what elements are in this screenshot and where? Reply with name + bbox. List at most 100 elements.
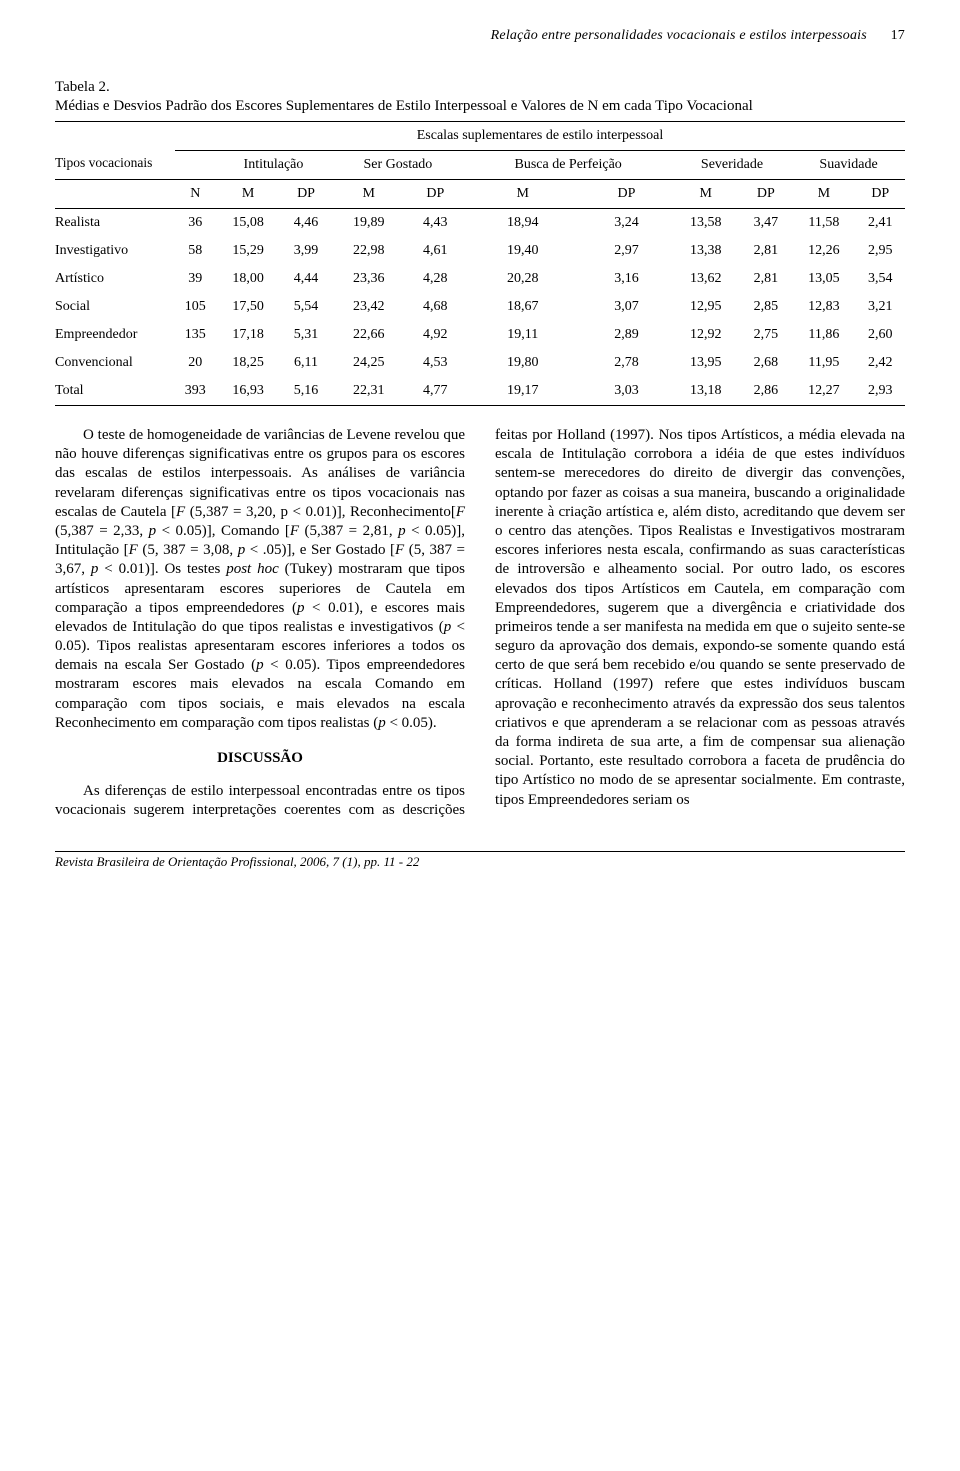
cell: 23,36 [331, 265, 406, 293]
cell: 4,68 [406, 293, 464, 321]
cell: 24,25 [331, 349, 406, 377]
row-label: Realista [55, 209, 175, 238]
cell-n: 36 [175, 209, 216, 238]
table-row: Artístico3918,004,4423,364,2820,283,1613… [55, 265, 905, 293]
cell-n: 135 [175, 321, 216, 349]
table-row: Investigativo5815,293,9922,984,6119,402,… [55, 237, 905, 265]
cell: 2,81 [740, 237, 793, 265]
cell: 17,18 [216, 321, 281, 349]
cell: 4,46 [281, 209, 332, 238]
cell: 22,98 [331, 237, 406, 265]
cell: 4,43 [406, 209, 464, 238]
super-header: Escalas suplementares de estilo interpes… [175, 122, 905, 151]
cell: 19,11 [464, 321, 581, 349]
table-row: Realista3615,084,4619,894,4318,943,2413,… [55, 209, 905, 238]
cell: 2,85 [740, 293, 793, 321]
cell: 18,94 [464, 209, 581, 238]
cell: 4,61 [406, 237, 464, 265]
cell: 19,89 [331, 209, 406, 238]
section-heading: DISCUSSÃO [55, 749, 465, 768]
running-title: Relação entre personalidades vocacionais… [491, 28, 867, 43]
sub-header: DP [740, 180, 793, 209]
sub-header: DP [406, 180, 464, 209]
table-caption: Médias e Desvios Padrão dos Escores Supl… [55, 98, 905, 115]
cell: 18,25 [216, 349, 281, 377]
cell: 2,41 [856, 209, 905, 238]
cell: 3,47 [740, 209, 793, 238]
cell: 2,97 [581, 237, 672, 265]
cell: 3,54 [856, 265, 905, 293]
row-group-label: Tipos vocacionais [55, 149, 175, 173]
cell: 3,07 [581, 293, 672, 321]
table-row: Convencional2018,256,1124,254,5319,802,7… [55, 349, 905, 377]
row-label: Investigativo [55, 237, 175, 265]
cell-n: 20 [175, 349, 216, 377]
cell: 2,60 [856, 321, 905, 349]
cell: 13,38 [672, 237, 740, 265]
body-text: O teste de homogeneidade de variâncias d… [55, 426, 905, 821]
cell: 13,62 [672, 265, 740, 293]
sub-header: DP [581, 180, 672, 209]
running-head: Relação entre personalidades vocacionais… [55, 28, 905, 44]
cell: 13,95 [672, 349, 740, 377]
scale-header: Busca de Perfeição [464, 151, 671, 180]
cell: 12,92 [672, 321, 740, 349]
cell: 12,83 [792, 293, 855, 321]
cell: 22,66 [331, 321, 406, 349]
cell-n: 58 [175, 237, 216, 265]
cell: 12,27 [792, 377, 855, 406]
cell: 11,86 [792, 321, 855, 349]
cell: 2,86 [740, 377, 793, 406]
cell: 4,92 [406, 321, 464, 349]
cell: 4,28 [406, 265, 464, 293]
cell: 19,17 [464, 377, 581, 406]
paragraph: O teste de homogeneidade de variâncias d… [55, 426, 465, 733]
row-label: Social [55, 293, 175, 321]
cell: 11,95 [792, 349, 855, 377]
sub-header: M [672, 180, 740, 209]
cell-n: 393 [175, 377, 216, 406]
cell: 2,75 [740, 321, 793, 349]
cell: 2,95 [856, 237, 905, 265]
cell: 19,80 [464, 349, 581, 377]
cell: 2,93 [856, 377, 905, 406]
row-label: Convencional [55, 349, 175, 377]
table-label: Tabela 2. [55, 79, 905, 96]
cell: 2,89 [581, 321, 672, 349]
cell: 5,31 [281, 321, 332, 349]
cell: 3,24 [581, 209, 672, 238]
cell: 11,58 [792, 209, 855, 238]
cell: 12,26 [792, 237, 855, 265]
cell: 4,77 [406, 377, 464, 406]
cell: 3,21 [856, 293, 905, 321]
cell: 12,95 [672, 293, 740, 321]
sub-header: M [464, 180, 581, 209]
scale-header: Suavidade [792, 151, 905, 180]
scale-header: Severidade [672, 151, 792, 180]
cell: 2,81 [740, 265, 793, 293]
table-row: Social10517,505,5423,424,6818,673,0712,9… [55, 293, 905, 321]
cell: 18,67 [464, 293, 581, 321]
cell-n: 39 [175, 265, 216, 293]
cell: 22,31 [331, 377, 406, 406]
scale-header: Ser Gostado [331, 151, 464, 180]
cell: 2,68 [740, 349, 793, 377]
journal-footer: Revista Brasileira de Orientação Profiss… [55, 851, 905, 870]
sub-header: DP [281, 180, 332, 209]
cell: 15,08 [216, 209, 281, 238]
cell: 5,16 [281, 377, 332, 406]
cell: 13,58 [672, 209, 740, 238]
scale-header: Intitulação [216, 151, 332, 180]
cell: 17,50 [216, 293, 281, 321]
sub-header: M [216, 180, 281, 209]
cell-n: 105 [175, 293, 216, 321]
cell: 3,99 [281, 237, 332, 265]
cell: 3,03 [581, 377, 672, 406]
cell: 13,05 [792, 265, 855, 293]
cell: 16,93 [216, 377, 281, 406]
cell: 4,53 [406, 349, 464, 377]
table-row: Empreendedor13517,185,3122,664,9219,112,… [55, 321, 905, 349]
cell: 19,40 [464, 237, 581, 265]
page-number: 17 [871, 28, 905, 43]
cell: 5,54 [281, 293, 332, 321]
